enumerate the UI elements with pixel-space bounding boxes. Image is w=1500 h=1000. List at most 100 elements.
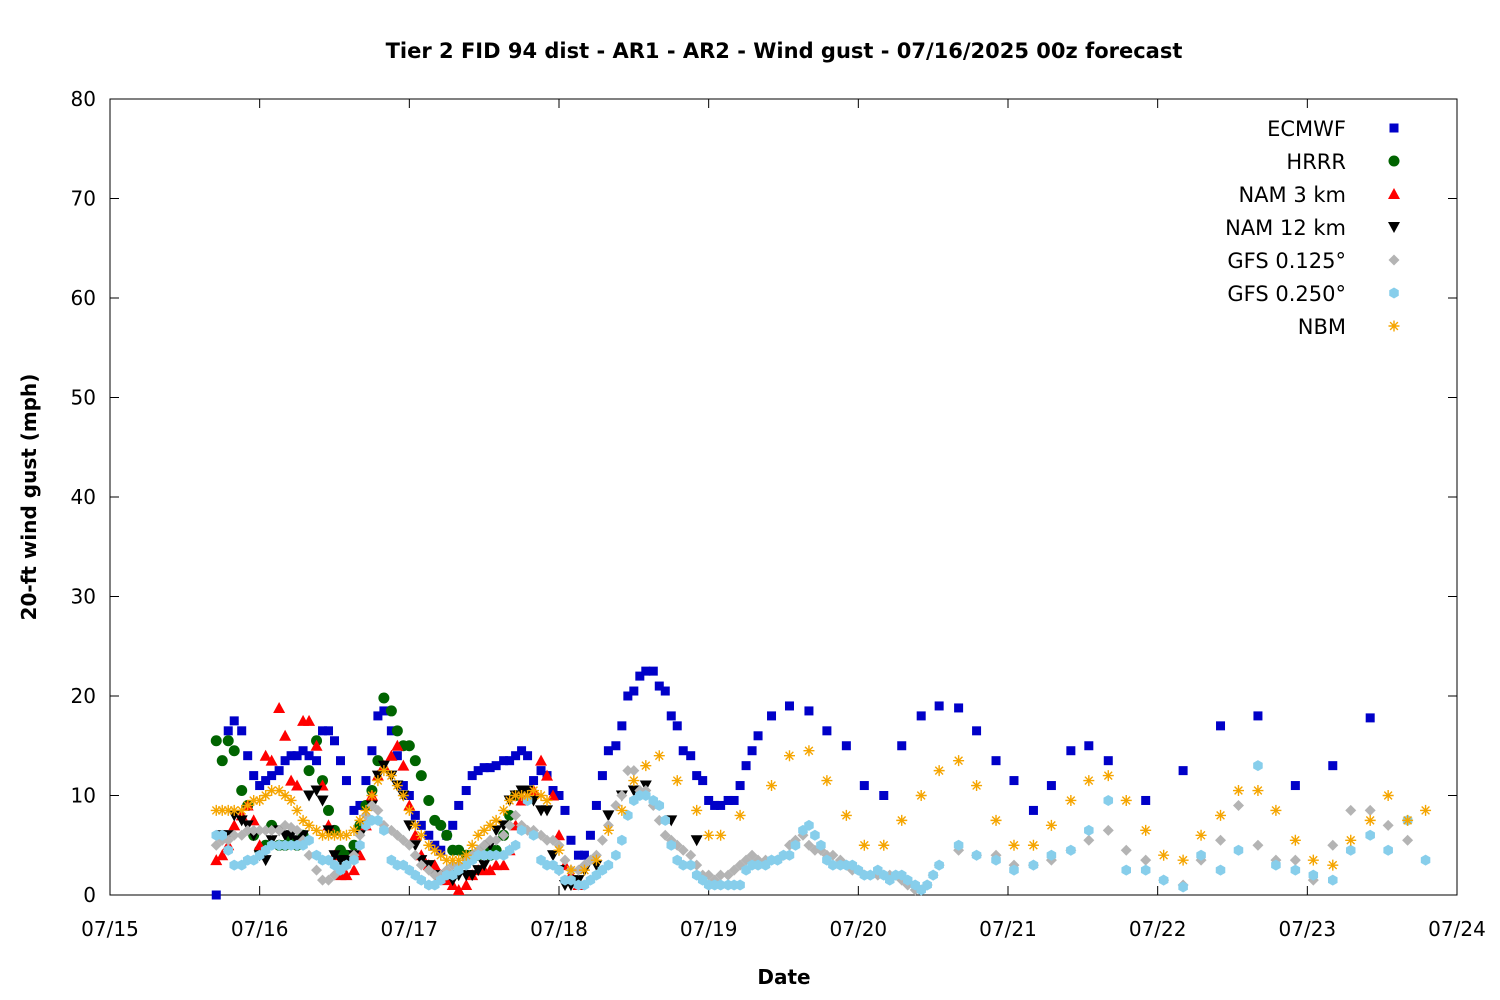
data-point — [237, 726, 247, 736]
data-point — [629, 686, 639, 696]
legend: ECMWF HRRR NAM 3 km NAM 12 km GFS 0.125° GFS … — [1225, 117, 1400, 339]
data-point — [1420, 804, 1432, 816]
data-point — [535, 754, 548, 766]
data-point — [228, 819, 241, 831]
data-point — [623, 691, 633, 701]
data-point — [1365, 829, 1375, 841]
data-point — [454, 800, 464, 810]
data-point — [304, 751, 314, 761]
data-point — [423, 794, 435, 806]
data-point — [560, 805, 570, 815]
data-point — [715, 829, 727, 841]
legend-label: NAM 3 km — [1238, 183, 1346, 207]
data-point — [1233, 844, 1244, 856]
data-point — [398, 781, 408, 791]
data-point — [334, 829, 346, 841]
legend-label: GFS 0.125° — [1227, 249, 1346, 273]
data-point — [355, 839, 365, 851]
data-point — [385, 770, 397, 782]
data-point — [628, 765, 640, 777]
data-point — [933, 765, 945, 777]
data-point — [660, 686, 670, 696]
data-point — [523, 751, 533, 761]
data-point — [347, 864, 360, 876]
data-point — [578, 864, 590, 876]
data-point — [1140, 824, 1152, 836]
data-point — [228, 804, 240, 816]
data-point — [510, 839, 521, 851]
data-point — [804, 819, 814, 831]
data-point — [1402, 814, 1414, 826]
data-point — [378, 692, 390, 704]
data-point — [280, 756, 290, 766]
data-point — [828, 859, 838, 871]
data-point — [666, 839, 677, 851]
data-point — [1327, 839, 1339, 851]
data-point — [660, 814, 671, 826]
data-point — [316, 795, 329, 807]
data-point — [349, 805, 359, 815]
data-point — [1364, 804, 1376, 816]
data-point — [734, 809, 746, 821]
data-point — [990, 814, 1002, 826]
data-point — [248, 824, 260, 836]
data-point — [616, 804, 628, 816]
data-point — [243, 751, 253, 761]
data-point — [1178, 766, 1188, 776]
data-point — [690, 835, 703, 847]
data-point — [410, 810, 420, 820]
x-tick-label: 07/18 — [530, 917, 588, 941]
data-point — [491, 849, 501, 861]
data-point — [671, 775, 683, 787]
data-point — [735, 879, 745, 891]
data-point — [822, 726, 832, 736]
data-point — [298, 746, 308, 756]
data-point — [386, 726, 396, 736]
data-point — [1383, 844, 1393, 856]
data-point — [566, 874, 576, 886]
data-point — [303, 714, 316, 726]
data-point — [323, 829, 335, 841]
data-point — [1027, 839, 1039, 851]
data-point — [611, 741, 621, 751]
data-point — [654, 799, 665, 811]
data-point — [355, 800, 365, 810]
data-point — [1120, 794, 1132, 806]
data-point — [303, 790, 316, 802]
data-point — [409, 819, 421, 831]
data-point — [423, 839, 435, 851]
data-point — [741, 761, 751, 771]
data-point — [335, 756, 345, 766]
data-point — [541, 834, 553, 846]
data-point — [223, 844, 233, 856]
data-point — [677, 844, 689, 856]
data-point — [409, 755, 421, 767]
data-point — [635, 671, 645, 681]
data-point — [1215, 809, 1227, 821]
data-point — [566, 835, 576, 845]
x-tick-label: 07/24 — [1428, 917, 1486, 941]
data-point — [723, 795, 733, 805]
data-point — [310, 785, 323, 797]
data-point — [236, 785, 248, 797]
data-point — [536, 766, 546, 776]
data-point — [617, 834, 627, 846]
data-point — [317, 829, 329, 841]
data-point — [610, 799, 622, 811]
data-point — [285, 830, 298, 842]
data-point — [260, 824, 272, 836]
series-nbm — [210, 745, 1432, 876]
data-point — [291, 824, 303, 836]
data-point — [603, 746, 613, 756]
data-point — [1345, 804, 1357, 816]
legend-marker — [1388, 222, 1400, 233]
data-point — [1232, 785, 1244, 797]
data-point — [490, 814, 502, 826]
legend-marker — [1389, 287, 1399, 299]
chart-title: Tier 2 FID 94 dist - AR1 - AR2 - Wind gu… — [386, 39, 1183, 63]
data-point — [504, 809, 516, 821]
data-point — [1045, 819, 1057, 831]
data-point — [367, 746, 377, 756]
data-point — [922, 879, 932, 891]
data-point — [804, 706, 814, 716]
